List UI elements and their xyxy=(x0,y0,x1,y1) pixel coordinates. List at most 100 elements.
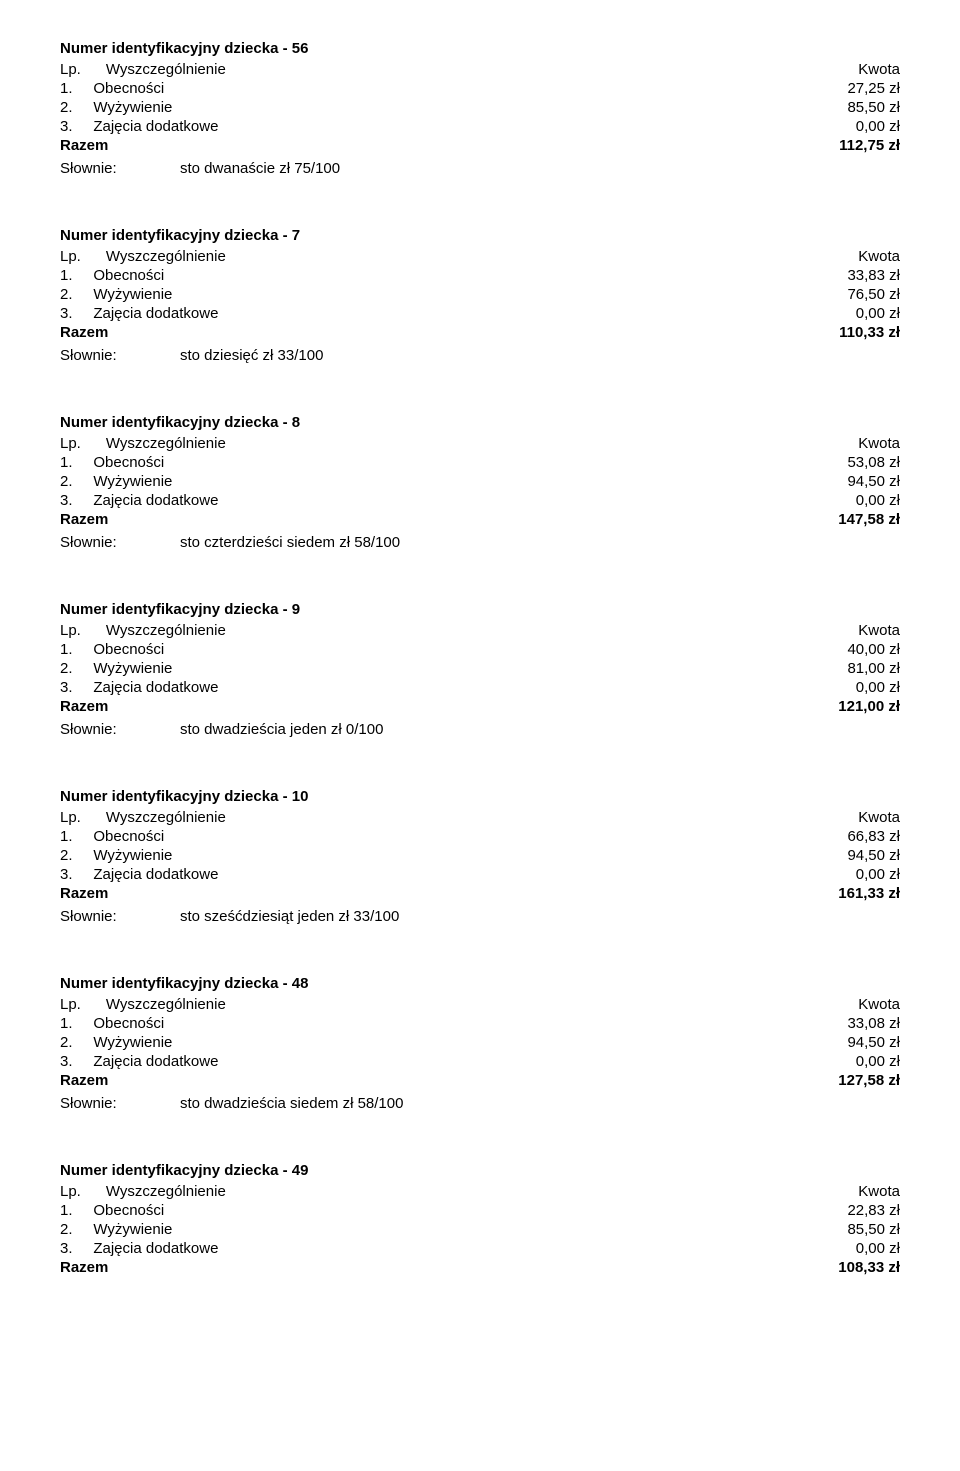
line-label: 2. Wyżywienie xyxy=(60,473,172,490)
block-title: Numer identyfikacyjny dziecka - 8 xyxy=(60,414,900,431)
line-item: 2. Wyżywienie76,50 zł xyxy=(60,286,900,303)
lp-label: Lp. xyxy=(60,248,81,265)
line-label: 2. Wyżywienie xyxy=(60,99,172,116)
kwota-header: Kwota xyxy=(858,996,900,1013)
total-row: Razem112,75 zł xyxy=(60,137,900,154)
child-block: Numer identyfikacyjny dziecka - 9 Lp. Wys… xyxy=(60,601,900,738)
kwota-header: Kwota xyxy=(858,622,900,639)
lp-label: Lp. xyxy=(60,435,81,452)
total-row: Razem 161,33 zł xyxy=(60,885,900,902)
total-row: Razem127,58 zł xyxy=(60,1072,900,1089)
line-item: 1. Obecności 27,25 zł xyxy=(60,80,900,97)
line-item: 2. Wyżywienie85,50 zł xyxy=(60,99,900,116)
lp-wysz-header: Lp. Wyszczególnienie xyxy=(60,1183,226,1200)
line-amount: 76,50 zł xyxy=(847,286,900,303)
kwota-header: Kwota xyxy=(858,809,900,826)
line-label: 2. Wyżywienie xyxy=(60,660,172,677)
block-title: Numer identyfikacyjny dziecka - 48 xyxy=(60,975,900,992)
line-amount: 94,50 zł xyxy=(847,847,900,864)
block-title: Numer identyfikacyjny dziecka - 49 xyxy=(60,1162,900,1179)
line-label: 1. Obecności xyxy=(60,454,164,471)
slownie-row: Słownie:sto dwadzieścia jeden zł 0/100 xyxy=(60,721,900,738)
child-block: Numer identyfikacyjny dziecka - 7 Lp. Wys… xyxy=(60,227,900,364)
child-block: Numer identyfikacyjny dziecka - 48 Lp. Wy… xyxy=(60,975,900,1112)
line-item: 2. Wyżywienie94,50 zł xyxy=(60,1034,900,1051)
slownie-text: sto sześćdziesiąt jeden zł 33/100 xyxy=(180,908,900,925)
line-item: 1. Obecności 22,83 zł xyxy=(60,1202,900,1219)
line-label: 3. Zajęcia dodatkowe xyxy=(60,118,218,135)
kwota-header: Kwota xyxy=(858,435,900,452)
total-label: Razem xyxy=(60,511,108,528)
line-amount: 0,00 zł xyxy=(856,492,900,509)
slownie-label: Słownie: xyxy=(60,347,180,364)
lp-wysz-header: Lp. Wyszczególnienie xyxy=(60,248,226,265)
line-amount: 0,00 zł xyxy=(856,305,900,322)
lp-wysz-header: Lp. Wyszczególnienie xyxy=(60,61,226,78)
lp-wysz-header: Lp. Wyszczególnienie xyxy=(60,435,226,452)
line-item: 2. Wyżywienie 94,50 zł xyxy=(60,473,900,490)
line-label: 1. Obecności xyxy=(60,828,164,845)
slownie-label: Słownie: xyxy=(60,534,180,551)
line-label: 3. Zajęcia dodatkowe xyxy=(60,1053,218,1070)
line-amount: 27,25 zł xyxy=(847,80,900,97)
child-block: Numer identyfikacyjny dziecka - 8 Lp. Wys… xyxy=(60,414,900,551)
line-amount: 81,00 zł xyxy=(847,660,900,677)
line-item: 1. Obecności 53,08 zł xyxy=(60,454,900,471)
total-amount: 110,33 zł xyxy=(839,324,900,341)
total-amount: 108,33 zł xyxy=(838,1259,900,1276)
wysz-label: Wyszczególnienie xyxy=(106,809,226,826)
total-label: Razem xyxy=(60,324,108,341)
kwota-header: Kwota xyxy=(858,1183,900,1200)
total-amount: 127,58 zł xyxy=(838,1072,900,1089)
line-label: 3. Zajęcia dodatkowe xyxy=(60,1240,218,1257)
wysz-label: Wyszczególnienie xyxy=(106,1183,226,1200)
slownie-label: Słownie: xyxy=(60,1095,180,1112)
line-amount: 33,83 zł xyxy=(847,267,900,284)
child-block: Numer identyfikacyjny dziecka - 49 Lp. Wy… xyxy=(60,1162,900,1276)
slownie-row: Słownie:sto sześćdziesiąt jeden zł 33/10… xyxy=(60,908,900,925)
slownie-text: sto dziesięć zł 33/100 xyxy=(180,347,900,364)
total-amount: 161,33 zł xyxy=(838,885,900,902)
line-amount: 0,00 zł xyxy=(856,679,900,696)
line-label: 1. Obecności xyxy=(60,1015,164,1032)
kwota-header: Kwota xyxy=(858,61,900,78)
lp-label: Lp. xyxy=(60,1183,81,1200)
total-amount: 147,58 zł xyxy=(838,511,900,528)
total-label: Razem xyxy=(60,1259,108,1276)
line-label: 2. Wyżywienie xyxy=(60,1221,172,1238)
header-row: Lp. Wyszczególnienie Kwota xyxy=(60,622,900,639)
line-label: 1. Obecności xyxy=(60,1202,164,1219)
total-amount: 112,75 zł xyxy=(839,137,900,154)
header-row: Lp. WyszczególnienieKwota xyxy=(60,996,900,1013)
line-item: 2. Wyżywienie94,50 zł xyxy=(60,847,900,864)
line-amount: 94,50 zł xyxy=(847,473,900,490)
slownie-row: Słownie:sto czterdzieści siedem zł 58/10… xyxy=(60,534,900,551)
lp-label: Lp. xyxy=(60,809,81,826)
line-amount: 40,00 zł xyxy=(847,641,900,658)
line-label: 1. Obecności xyxy=(60,80,164,97)
slownie-row: Słownie:sto dwadzieścia siedem zł 58/100 xyxy=(60,1095,900,1112)
header-row: Lp. Wyszczególnienie Kwota xyxy=(60,435,900,452)
block-title: Numer identyfikacyjny dziecka - 9 xyxy=(60,601,900,618)
block-title: Numer identyfikacyjny dziecka - 7 xyxy=(60,227,900,244)
wysz-label: Wyszczególnienie xyxy=(106,248,226,265)
slownie-text: sto dwadzieścia siedem zł 58/100 xyxy=(180,1095,900,1112)
line-label: 3. Zajęcia dodatkowe xyxy=(60,305,218,322)
line-item: 3. Zajęcia dodatkowe0,00 zł xyxy=(60,118,900,135)
line-item: 1. Obecności33,83 zł xyxy=(60,267,900,284)
wysz-label: Wyszczególnienie xyxy=(106,622,226,639)
line-amount: 22,83 zł xyxy=(847,1202,900,1219)
line-amount: 53,08 zł xyxy=(847,454,900,471)
line-item: 3. Zajęcia dodatkowe0,00 zł xyxy=(60,1240,900,1257)
line-item: 3. Zajęcia dodatkowe0,00 zł xyxy=(60,1053,900,1070)
line-label: 1. Obecności xyxy=(60,641,164,658)
lp-label: Lp. xyxy=(60,622,81,639)
total-label: Razem xyxy=(60,885,108,902)
line-item: 2. Wyżywienie85,50 zł xyxy=(60,1221,900,1238)
lp-label: Lp. xyxy=(60,61,81,78)
line-item: 3. Zajęcia dodatkowe0,00 zł xyxy=(60,492,900,509)
header-row: Lp. Wyszczególnienie Kwota xyxy=(60,1183,900,1200)
line-item: 3. Zajęcia dodatkowe 0,00 zł xyxy=(60,305,900,322)
header-row: Lp. Wyszczególnienie Kwota xyxy=(60,61,900,78)
line-label: 3. Zajęcia dodatkowe xyxy=(60,679,218,696)
